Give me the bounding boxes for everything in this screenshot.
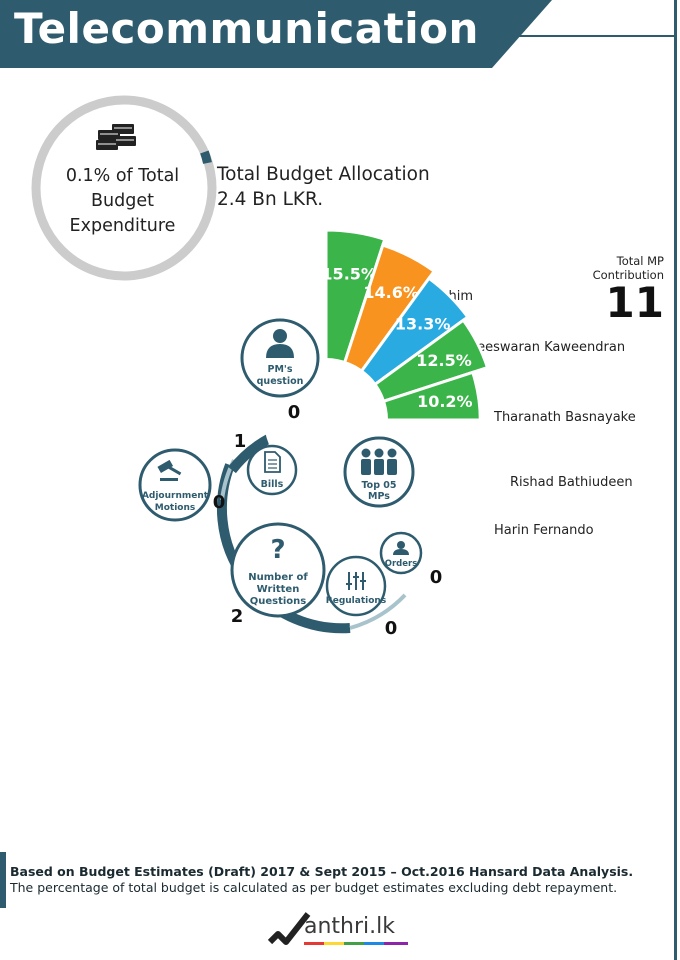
bills-count: 1	[234, 431, 247, 452]
pm-question-label1: PM's	[268, 364, 293, 375]
regulations-node: Regulations	[325, 555, 387, 617]
top-mps-wedges: 15.5%Kabeer Hashim14.6%Kodeeswaran Kawee…	[264, 228, 636, 538]
mp-name-4: Rishad Bathiudeen	[510, 475, 633, 490]
orders-label: Orders	[385, 559, 418, 569]
pm-question-count: 0	[288, 402, 301, 423]
top-mps-label-line2: MPs	[368, 491, 390, 502]
mp-name-3: Tharanath Basnayake	[493, 410, 636, 425]
checkmark-logo-icon	[268, 912, 311, 945]
logo-stripe-yellow	[324, 942, 344, 945]
footer-accent-bar	[0, 852, 6, 908]
logo-text: anthri.lk	[304, 914, 395, 939]
total-mp-label-line1: Total MP	[616, 254, 664, 268]
allocation-title: Total Budget Allocation	[217, 164, 430, 185]
page-title: Telecommunication	[14, 4, 479, 53]
adjournment-label2: Motions	[155, 503, 195, 513]
mp-percent-2: 14.6%	[363, 283, 419, 302]
group-people-icon	[361, 448, 397, 475]
written-questions-label2: Written	[257, 584, 300, 595]
sliders-icon	[346, 572, 366, 590]
regulations-count: 0	[385, 618, 398, 639]
footer-method-note: The percentage of total budget is calcul…	[10, 880, 618, 895]
bills-label: Bills	[261, 479, 284, 490]
mp-percent-4: 12.5%	[416, 351, 472, 370]
document-icon	[264, 451, 281, 473]
total-mp-label: Total MP Contribution	[593, 254, 664, 282]
written-questions-label1: Number of	[248, 572, 308, 583]
total-mp-value: 11	[605, 278, 664, 327]
mp-name-2: Kodeeswaran Kaweendran	[453, 340, 625, 355]
footer-source-note: Based on Budget Estimates (Draft) 2017 &…	[10, 864, 634, 879]
orders-node: Orders	[379, 531, 423, 575]
mp-percent-3: 13.3%	[395, 314, 451, 333]
mp-name-5: Harin Fernando	[494, 523, 594, 538]
budget-share-arc	[200, 150, 212, 164]
bills-node: Bills	[246, 444, 298, 496]
logo-stripe-blue	[364, 942, 384, 945]
allocation-value: 2.4 Bn LKR.	[217, 189, 324, 210]
written-questions-count: 2	[231, 606, 244, 627]
adjournment-count: 0	[213, 492, 226, 513]
person-badge-icon	[393, 541, 409, 555]
mp-percent-5: 10.2%	[417, 392, 473, 411]
logo-stripe-purple	[384, 942, 408, 945]
top-mps-label-line1: Top 05	[361, 480, 396, 491]
budget-percent-label: 0.1% of Total Budget Expenditure	[65, 166, 180, 236]
pm-question-label2: question	[257, 376, 304, 387]
logo-stripe-red	[304, 942, 324, 945]
question-mark-icon: ?	[270, 535, 285, 565]
written-questions-node: ? Number of Written Questions	[230, 522, 326, 618]
logo-stripe-green	[344, 942, 364, 945]
title-banner	[0, 0, 676, 68]
adjournment-label1: Adjournment	[142, 491, 209, 501]
right-edge-rule	[674, 0, 677, 960]
regulations-label: Regulations	[326, 596, 386, 606]
total-mp-label-line2: Contribution	[592, 268, 664, 282]
pm-question-node: PM's question	[240, 318, 320, 398]
money-stack-icon	[96, 124, 136, 150]
manthri-logo	[268, 912, 311, 945]
adjournment-node: Adjournment Motions	[138, 448, 212, 522]
gavel-icon	[157, 459, 182, 481]
activity-ring-light-bottom	[349, 593, 407, 630]
top-mps-hub: Top 05 MPs	[343, 436, 415, 508]
mp-percent-1: 15.5%	[321, 265, 377, 284]
person-icon	[266, 329, 294, 358]
written-questions-label3: Questions	[250, 596, 307, 607]
orders-count: 0	[430, 567, 443, 588]
budget-ring	[31, 95, 217, 281]
budget-allocation: Total Budget Allocation 2.4 Bn LKR.	[217, 162, 430, 212]
